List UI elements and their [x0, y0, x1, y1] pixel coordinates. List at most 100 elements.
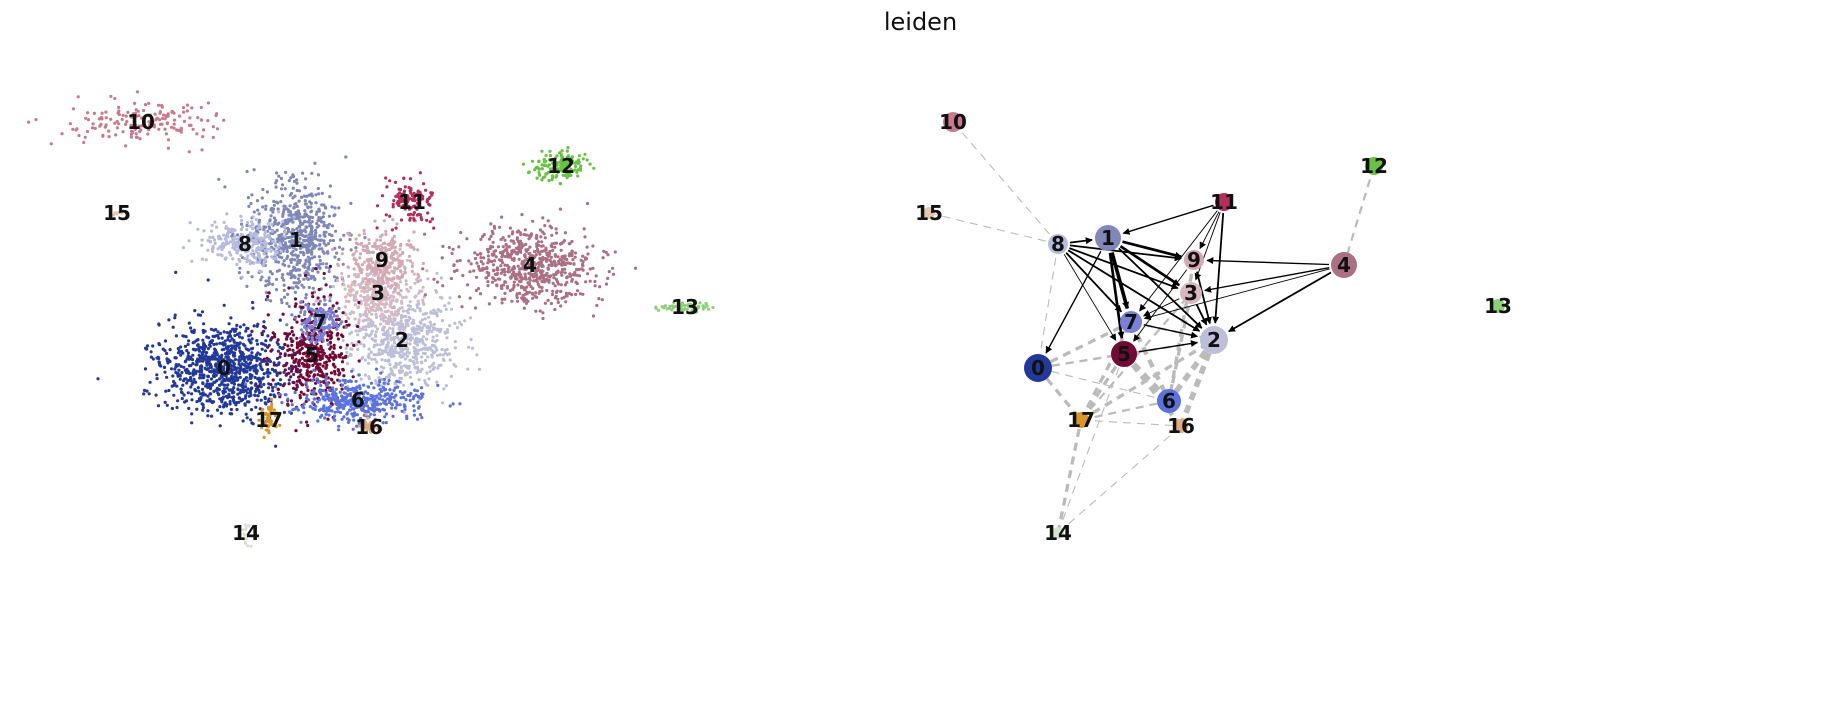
umap-point — [268, 270, 272, 274]
umap-point — [403, 266, 407, 271]
umap-point — [163, 127, 167, 131]
umap-point — [283, 353, 287, 358]
umap-point — [380, 295, 384, 299]
umap-point — [350, 412, 354, 416]
umap-point — [212, 328, 216, 332]
umap-point — [540, 240, 544, 244]
umap-point — [546, 298, 550, 302]
umap-point — [395, 335, 399, 339]
umap-point — [358, 283, 362, 287]
umap-point — [434, 346, 438, 350]
umap-point — [190, 412, 194, 416]
umap-point — [248, 354, 252, 358]
umap-point — [387, 378, 391, 383]
umap-point — [238, 335, 242, 339]
umap-point — [305, 420, 309, 424]
umap-point — [264, 402, 268, 406]
umap-point — [554, 227, 558, 231]
umap-point — [304, 293, 308, 297]
umap-point — [317, 389, 321, 393]
umap-point — [234, 373, 238, 377]
umap-point — [192, 329, 196, 333]
umap-point — [208, 344, 212, 348]
umap-point — [282, 295, 287, 299]
umap-point — [157, 103, 161, 107]
umap-point — [421, 285, 425, 289]
umap-point — [554, 241, 559, 245]
umap-point — [415, 365, 420, 369]
umap-point — [267, 386, 271, 390]
umap-point — [287, 378, 291, 382]
umap-point — [331, 238, 335, 243]
umap-point — [547, 263, 551, 267]
umap-point — [399, 289, 403, 293]
umap-point — [74, 128, 78, 132]
umap-point — [548, 275, 552, 279]
umap-point — [390, 246, 394, 250]
umap-point — [184, 377, 188, 381]
umap-point — [302, 285, 306, 289]
umap-point — [310, 215, 315, 220]
umap-point — [332, 417, 336, 421]
umap-point — [500, 215, 504, 219]
umap-point — [185, 349, 189, 353]
umap-point — [308, 262, 312, 266]
umap-point — [341, 356, 345, 360]
umap-point — [573, 255, 577, 259]
umap-point — [370, 337, 374, 341]
umap-point — [421, 267, 425, 271]
umap-point — [437, 363, 441, 368]
umap-point — [172, 122, 176, 126]
umap-point — [314, 299, 318, 303]
umap-point — [377, 376, 381, 380]
umap-point — [284, 363, 288, 367]
umap-point — [275, 371, 279, 375]
umap-point — [211, 235, 215, 239]
umap-point — [327, 222, 331, 226]
umap-point — [245, 416, 249, 420]
umap-point — [357, 233, 361, 237]
umap-point — [291, 174, 296, 179]
umap-point — [304, 271, 308, 275]
umap-point — [422, 182, 426, 186]
umap-point — [310, 269, 315, 273]
umap-point — [308, 249, 312, 253]
umap-point — [157, 127, 161, 131]
umap-point — [264, 291, 268, 295]
umap-point — [491, 263, 496, 267]
umap-point — [336, 337, 340, 341]
umap-point — [182, 334, 186, 338]
umap-point — [404, 398, 408, 402]
umap-point — [455, 259, 459, 263]
umap-point — [360, 289, 364, 293]
umap-point — [556, 270, 560, 274]
umap-point — [441, 401, 445, 405]
umap-point — [251, 300, 255, 305]
umap-point — [215, 357, 219, 361]
umap-point — [353, 294, 357, 298]
umap-point — [425, 269, 429, 273]
umap-point — [208, 355, 212, 359]
umap-point — [337, 405, 341, 409]
umap-point — [302, 411, 306, 415]
umap-point — [366, 298, 370, 302]
umap-point — [362, 260, 367, 264]
umap-point — [237, 257, 241, 262]
umap-point — [273, 368, 277, 373]
umap-point — [356, 262, 360, 266]
umap-point — [231, 368, 236, 372]
umap-point — [375, 327, 379, 331]
umap-point — [117, 105, 121, 109]
umap-point — [311, 378, 315, 382]
umap-point — [328, 313, 332, 317]
umap-point — [363, 288, 367, 292]
umap-point — [549, 255, 554, 259]
umap-point — [512, 280, 516, 284]
umap-point — [223, 352, 228, 356]
umap-point — [395, 267, 399, 271]
umap-point — [292, 381, 296, 385]
umap-point — [255, 324, 259, 328]
umap-point — [467, 259, 471, 263]
umap-point — [250, 351, 254, 355]
umap-point — [448, 324, 452, 328]
